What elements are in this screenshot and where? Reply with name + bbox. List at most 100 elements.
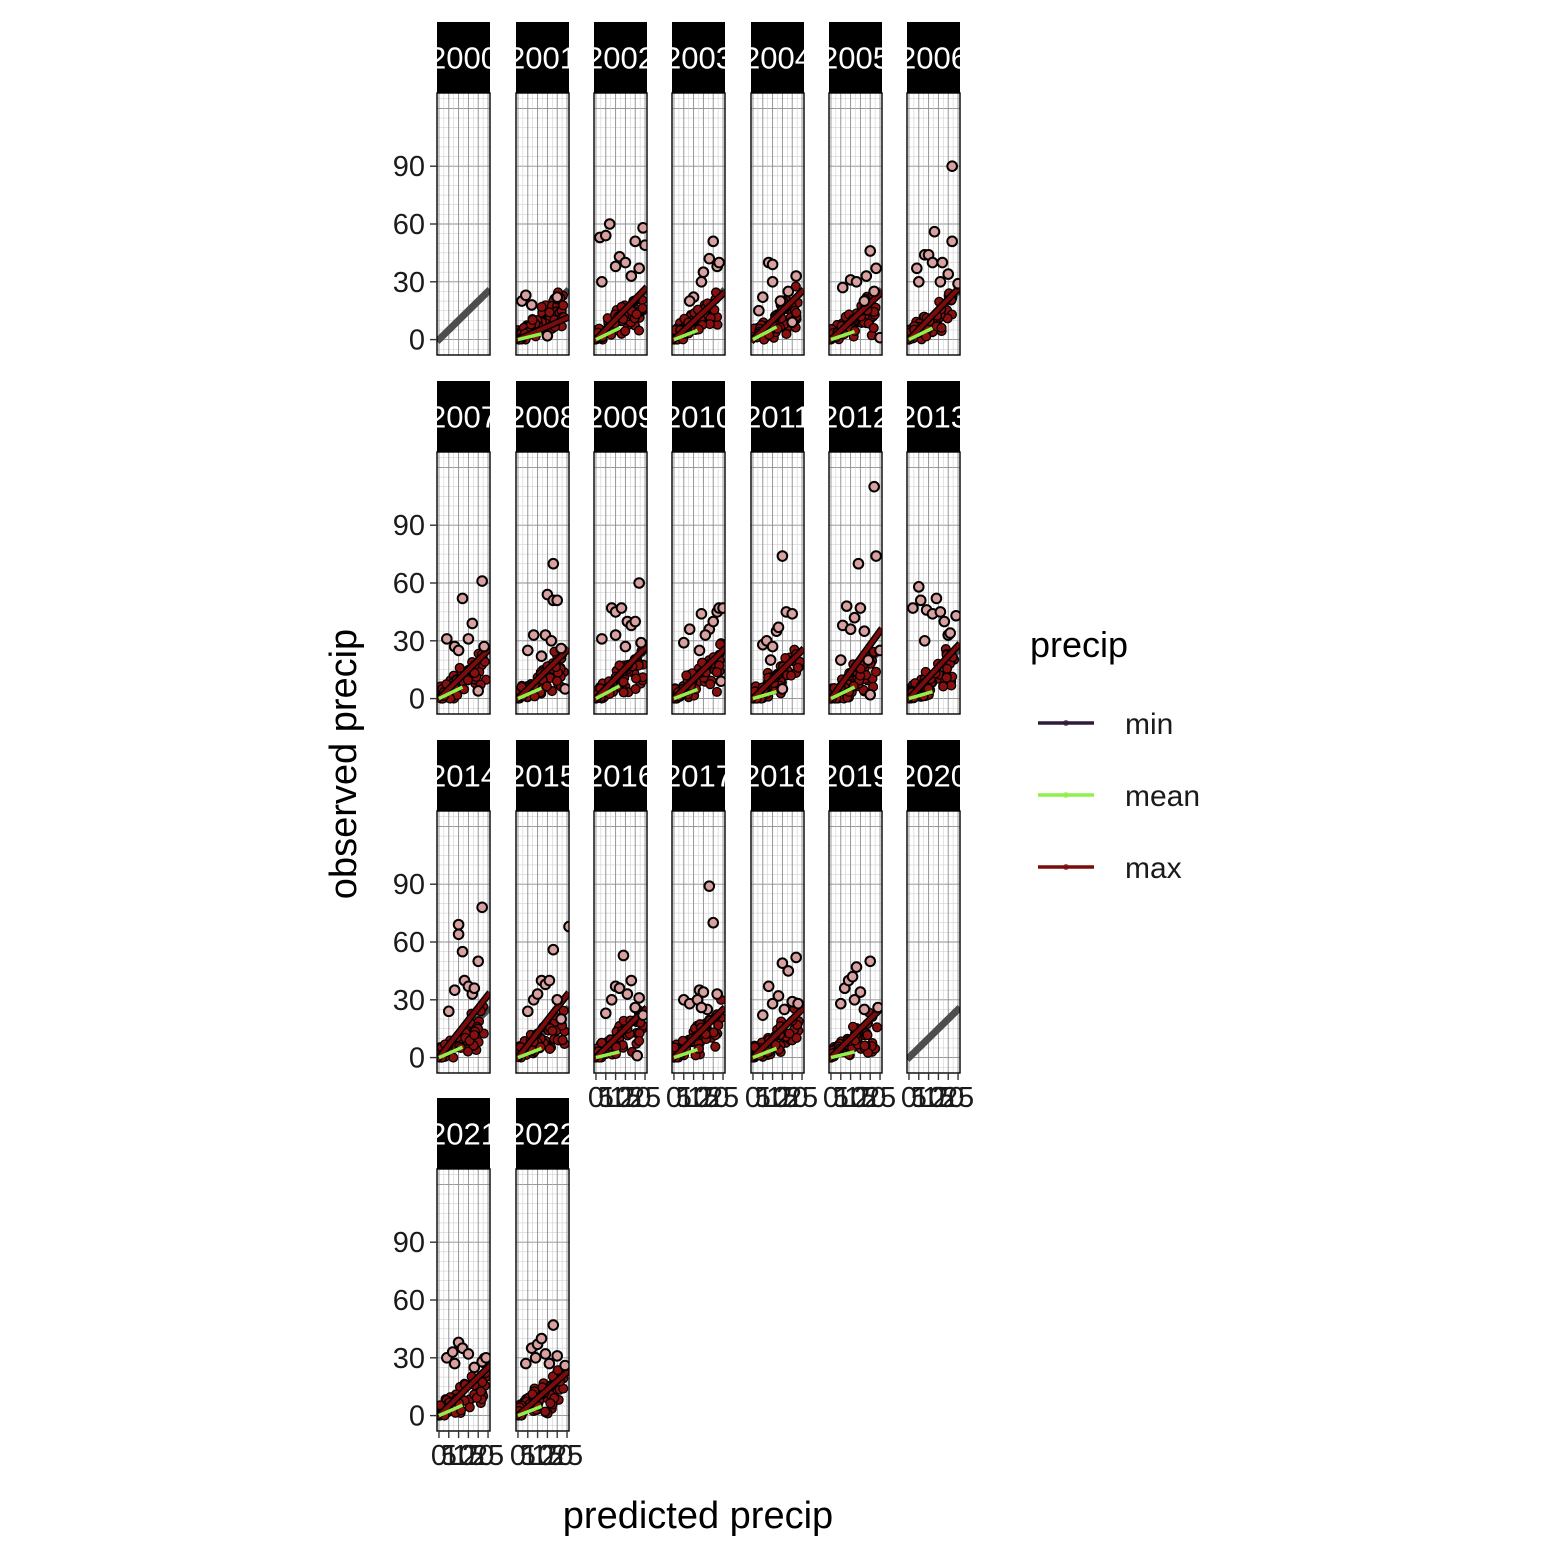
outlier-point <box>523 646 533 656</box>
outlier-point <box>776 296 786 306</box>
data-point <box>545 1045 554 1054</box>
strip-label: 2007 <box>429 400 498 435</box>
facet-panel-2012: 2012 <box>821 381 890 714</box>
outlier-point <box>529 630 539 640</box>
strip-label: 2016 <box>586 759 655 794</box>
y-tick-label: 0 <box>409 684 425 716</box>
outlier-point <box>704 254 714 264</box>
facet-panel-2014: 20140306090 <box>393 740 498 1075</box>
outlier-point <box>617 603 627 613</box>
outlier-point <box>597 277 607 287</box>
outlier-point <box>836 655 846 665</box>
outlier-point <box>850 613 860 623</box>
outlier-point <box>708 918 718 928</box>
outlier-point <box>758 292 768 302</box>
outlier-point <box>454 920 464 930</box>
outlier-point <box>548 559 558 569</box>
strip-label: 2001 <box>508 41 577 76</box>
data-point <box>869 324 878 333</box>
outlier-point <box>556 644 566 654</box>
outlier-point <box>854 559 864 569</box>
outlier-point <box>865 956 875 966</box>
legend-label: min <box>1125 708 1173 741</box>
y-tick-label: 30 <box>393 626 425 658</box>
outlier-point <box>758 1010 768 1020</box>
data-point <box>632 674 641 683</box>
outlier-point <box>920 636 930 646</box>
outlier-point <box>861 271 871 281</box>
outlier-point <box>634 578 644 588</box>
x-tick-label: 25 <box>707 1082 739 1114</box>
outlier-point <box>454 646 464 656</box>
outlier-point <box>601 231 611 241</box>
facet-panel-2002: 2002 <box>586 22 655 355</box>
y-tick-label: 0 <box>409 1401 425 1433</box>
outlier-point <box>464 634 474 644</box>
outlier-point <box>468 619 478 629</box>
outlier-point <box>541 1349 551 1359</box>
legend-entry-mean: mean <box>1038 780 1200 813</box>
outlier-point <box>442 634 452 644</box>
outlier-point <box>521 290 531 300</box>
outlier-point <box>552 292 562 302</box>
outlier-point <box>939 617 949 627</box>
data-point <box>541 1407 550 1416</box>
strip-label: 2020 <box>899 759 968 794</box>
data-point <box>542 682 551 691</box>
outlier-point <box>454 929 464 939</box>
outlier-point <box>875 646 885 656</box>
outlier-point <box>473 956 483 966</box>
data-point <box>682 671 691 680</box>
outlier-point <box>545 1359 555 1369</box>
y-tick-label: 60 <box>393 1285 425 1317</box>
data-point <box>470 1031 479 1040</box>
outlier-point <box>611 630 621 640</box>
legend: precip minmeanmax <box>1030 624 1200 885</box>
outlier-point <box>947 161 957 171</box>
data-point <box>863 1031 872 1040</box>
data-point <box>635 1036 644 1045</box>
outlier-point <box>943 269 953 279</box>
outlier-point <box>469 983 479 993</box>
outlier-point <box>543 331 553 341</box>
outlier-point <box>632 1051 642 1061</box>
x-axis-title: predicted precip <box>563 1495 833 1537</box>
data-point <box>619 677 628 686</box>
outlier-point <box>774 623 784 633</box>
data-point <box>872 667 881 676</box>
outlier-point <box>479 642 489 652</box>
facet-panel-2003: 2003 <box>664 22 733 355</box>
outlier-point <box>860 296 870 306</box>
outlier-point <box>477 576 487 586</box>
data-point <box>792 308 801 317</box>
outlier-point <box>697 277 707 287</box>
strip-label: 2022 <box>508 1117 577 1152</box>
y-tick-label: 30 <box>393 267 425 299</box>
outlier-point <box>464 1349 474 1359</box>
legend-label: max <box>1125 852 1182 885</box>
data-point <box>546 1399 555 1408</box>
outlier-point <box>448 1347 458 1357</box>
data-point <box>873 1023 882 1032</box>
data-point <box>477 1387 486 1396</box>
outlier-point <box>852 962 862 972</box>
outlier-point <box>718 603 728 613</box>
outlier-point <box>708 617 718 627</box>
data-point <box>787 671 796 680</box>
outlier-point <box>869 287 879 297</box>
outlier-point <box>908 603 918 613</box>
legend-entry-min: min <box>1038 708 1173 741</box>
data-point <box>942 673 951 682</box>
strip-label: 2009 <box>586 400 655 435</box>
outlier-point <box>523 1007 533 1017</box>
outlier-point <box>704 881 714 891</box>
outlier-point <box>766 655 776 665</box>
outlier-point <box>708 237 718 247</box>
outlier-point <box>871 264 881 274</box>
outlier-point <box>537 1334 547 1344</box>
outlier-point <box>947 237 957 247</box>
strip-label: 2000 <box>429 41 498 76</box>
strip-label: 2021 <box>429 1117 498 1152</box>
outlier-point <box>630 617 640 627</box>
